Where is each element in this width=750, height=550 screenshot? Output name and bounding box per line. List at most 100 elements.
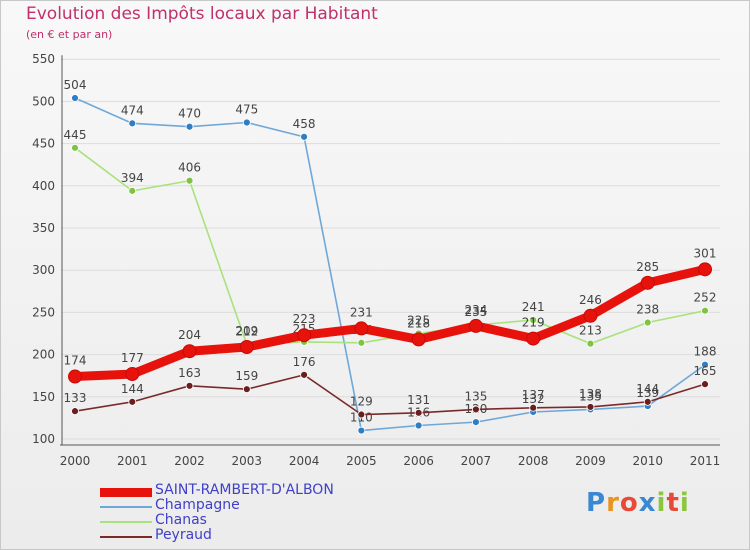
data-point [71, 143, 79, 152]
data-point [300, 132, 308, 141]
x-tick-label: 2005 [346, 454, 377, 468]
data-label: 144 [636, 382, 659, 396]
data-label: 474 [121, 103, 144, 117]
data-point [640, 275, 655, 290]
x-tick-label: 2011 [690, 454, 721, 468]
data-label: 475 [235, 103, 258, 117]
y-tick-label: 200 [32, 348, 55, 362]
data-point [468, 318, 483, 333]
data-point [411, 332, 426, 347]
data-label: 241 [522, 300, 545, 314]
data-label: 231 [350, 305, 373, 319]
data-point [185, 381, 194, 390]
logo-letter: r [606, 488, 620, 518]
data-point [125, 367, 140, 382]
logo-letter: i [656, 488, 667, 518]
data-label: 137 [522, 388, 545, 402]
data-label: 458 [293, 117, 316, 131]
data-point [529, 316, 538, 324]
legend-item-saint-rambert[interactable]: SAINT-RAMBERT-D'ALBON [100, 482, 360, 499]
data-label: 133 [64, 391, 87, 405]
legend-label: Peyraud [155, 527, 212, 543]
y-tick-label: 100 [32, 432, 55, 446]
data-label: 218 [407, 316, 430, 330]
chart-subtitle: (en € et par an) [26, 28, 113, 41]
data-point [297, 328, 312, 343]
data-label: 144 [121, 382, 144, 396]
data-label: 504 [64, 78, 87, 92]
data-label: 209 [235, 324, 258, 338]
x-tick-label: 2007 [461, 454, 492, 468]
legend-swatch [100, 536, 152, 538]
data-label: 204 [178, 328, 201, 342]
series-saint-rambert-d-albon: 174 177 204 209 223 231 218 234 219 246 285 301 [64, 246, 717, 384]
data-label: 129 [350, 395, 373, 409]
data-point [128, 186, 137, 195]
data-point [701, 360, 709, 369]
series-line [74, 97, 706, 432]
data-label: 238 [636, 303, 659, 317]
data-label: 234 [464, 303, 487, 317]
legend-swatch [100, 488, 152, 497]
data-point [586, 403, 595, 411]
legend-item-champagne[interactable]: Champagne [100, 497, 360, 514]
series-chanas: 445394406212215214225235241213238252 [64, 128, 717, 349]
data-point [71, 94, 79, 102]
data-label: 470 [178, 107, 201, 121]
data-label: 225 [407, 314, 430, 328]
line-chart: 550 500 450 400 350 300 250 200 150 100 2000 2001 20… [32, 52, 721, 468]
data-label: 139 [636, 386, 659, 400]
x-tick-label: 2010 [632, 454, 663, 468]
logo-letter: o [619, 488, 639, 518]
data-point [586, 339, 595, 348]
series-line [70, 264, 710, 382]
data-label: 301 [694, 246, 717, 260]
data-label: 138 [579, 387, 602, 401]
data-label: 174 [64, 354, 87, 368]
data-point [357, 426, 366, 435]
data-label: 394 [121, 171, 144, 185]
y-tick-label: 400 [32, 179, 55, 193]
data-label: 445 [64, 128, 87, 142]
data-label: 223 [293, 312, 316, 326]
data-label: 132 [522, 392, 545, 406]
data-point [182, 344, 197, 359]
data-label: 213 [579, 324, 602, 338]
logo-letter: P [586, 488, 607, 518]
legend-item-chanas[interactable]: Chanas [100, 512, 360, 529]
logo-letter: x [638, 488, 657, 518]
data-point [185, 122, 194, 131]
logo-letter: i [679, 488, 690, 518]
x-tick-label: 2000 [60, 454, 91, 468]
series-line [74, 147, 706, 346]
data-label: 212 [235, 324, 258, 338]
chart-title: Evolution des Impôts locaux par Habitant [26, 4, 378, 24]
data-point [128, 119, 137, 128]
data-label: 131 [407, 393, 430, 407]
data-label: 177 [121, 351, 144, 365]
data-point [701, 380, 709, 389]
legend-item-peyraud[interactable]: Peyraud [100, 527, 360, 544]
data-label: 159 [235, 369, 258, 383]
x-tick-label: 2006 [403, 454, 434, 468]
y-tick-label: 300 [32, 263, 55, 277]
data-point [68, 369, 82, 384]
data-label: 406 [178, 161, 201, 175]
logo-letter: t [666, 488, 680, 518]
data-point [357, 410, 366, 419]
data-point [414, 408, 423, 417]
data-label: 252 [694, 291, 717, 305]
data-label: 165 [694, 364, 717, 378]
grid [61, 58, 720, 440]
legend-swatch [100, 506, 152, 508]
data-point [128, 397, 137, 406]
data-point [583, 308, 598, 323]
data-point [300, 370, 308, 379]
data-point [242, 385, 251, 394]
y-tick-label: 500 [32, 94, 55, 108]
legend-swatch [100, 521, 152, 523]
data-point [242, 118, 251, 127]
y-tick-label: 150 [32, 390, 55, 404]
x-tick-label: 2004 [289, 454, 320, 468]
x-tick-label: 2003 [232, 454, 263, 468]
